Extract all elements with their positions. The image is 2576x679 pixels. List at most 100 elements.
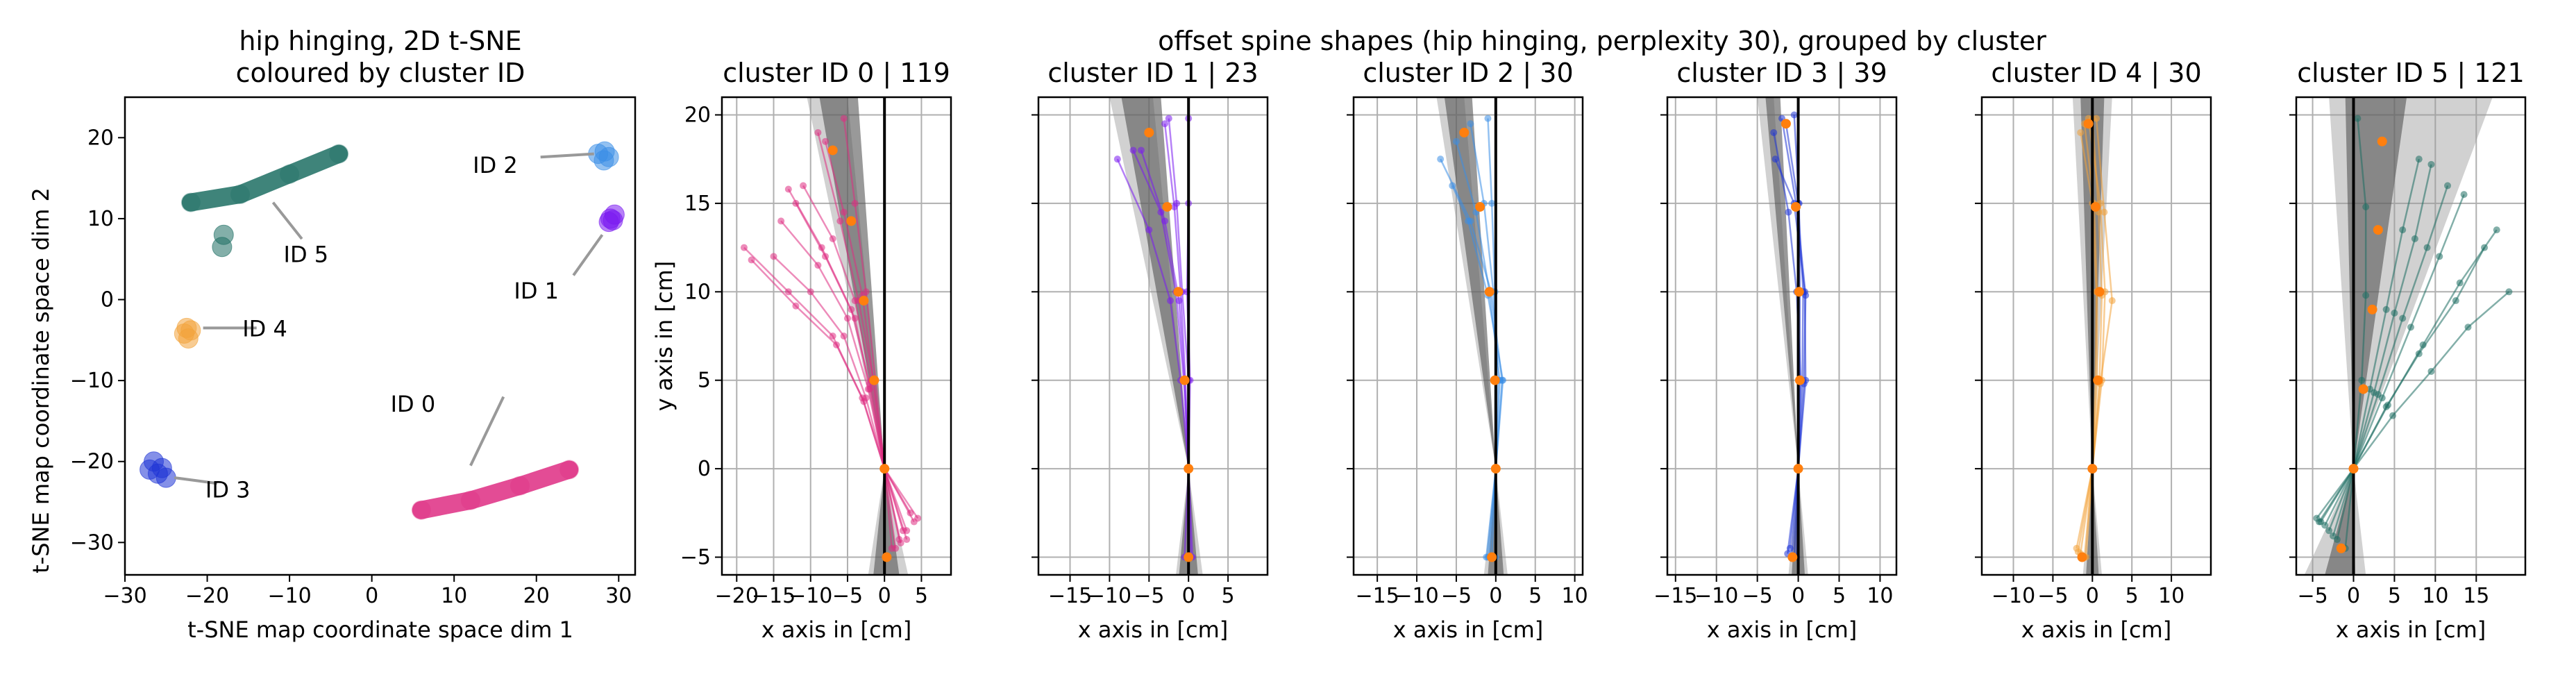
spine-vertex	[2411, 235, 2418, 242]
tsne-x-tick-label: 30	[605, 584, 632, 608]
spine-vertex	[2077, 128, 2085, 136]
tsne-annotation-leader	[271, 201, 303, 240]
spine-panel-title: cluster ID 3 | 39	[1676, 58, 1887, 89]
spine-vertex	[1467, 120, 1474, 128]
mean-spine-point	[879, 464, 890, 474]
spine-vertex	[840, 333, 848, 340]
spine-panel-title: cluster ID 5 | 121	[2297, 58, 2525, 89]
spine-vertex	[1770, 128, 1778, 136]
spine-vertex	[784, 288, 792, 296]
spine-vertex	[843, 315, 851, 322]
tsne-axes-frame	[124, 96, 637, 576]
spine-axes-frame	[721, 96, 952, 576]
spine-vertex	[2427, 160, 2435, 168]
tsne-cluster-4: ID 4	[174, 316, 287, 349]
spine-vertex	[1170, 203, 1178, 210]
mean-spine-point	[2087, 464, 2098, 474]
x-tick-label: 0	[1792, 584, 1805, 608]
mean-spine-point	[1459, 127, 1470, 137]
x-tick-label: −10	[1992, 584, 2035, 608]
mean-spine-point	[2090, 201, 2101, 212]
spine-vertex	[2423, 244, 2431, 251]
spine-panel-cluster-1: −15−10 −5 0 5 cluster ID 1 | 23 x axis in [cm…	[1032, 58, 1269, 643]
tsne-x-axis-label: t-SNE map coordinate space dim 1	[187, 617, 573, 643]
x-tick-label: −10	[1694, 584, 1738, 608]
tsne-x-tick-label: −20	[185, 584, 229, 608]
spine-vertex	[2093, 115, 2100, 122]
spine-vertex	[814, 128, 822, 136]
spine-vertex	[1449, 182, 1456, 190]
x-tick-label: 0	[1182, 584, 1195, 608]
tsne-cluster-label: ID 1	[514, 278, 559, 304]
mean-spine-point	[827, 145, 838, 156]
spine-vertex	[2108, 297, 2116, 305]
spine-vertex	[840, 115, 848, 122]
spine-vertex	[748, 256, 755, 264]
spine-vertex	[2505, 288, 2513, 296]
spread-band-inner	[2325, 97, 2407, 575]
spine-vertex	[2384, 401, 2391, 409]
tsne-cluster-label: ID 0	[391, 391, 436, 417]
tsne-title-line2: coloured by cluster ID	[236, 58, 525, 88]
x-tick-label: −5	[1134, 584, 1164, 608]
y-tick-label: 10	[684, 280, 711, 304]
mean-spine-point	[1781, 119, 1791, 129]
figure-suptitle: offset spine shapes (hip hinging, perple…	[1158, 26, 2046, 56]
x-tick-label: −15	[752, 584, 795, 608]
spine-vertex	[784, 185, 792, 193]
spine-vertex	[1785, 208, 1792, 216]
mean-spine-point	[1787, 552, 1798, 562]
spine-vertex	[1465, 217, 1472, 225]
tsne-annotation-leader	[174, 476, 218, 485]
mean-spine-point	[2094, 287, 2105, 297]
mean-spine-point	[1490, 375, 1500, 385]
tsne-point	[594, 150, 614, 171]
tsne-point	[329, 144, 349, 164]
tsne-cluster-5: ID 5	[180, 144, 349, 267]
spine-vertex	[1790, 111, 1798, 119]
spine-vertex	[2362, 203, 2370, 210]
spine-vertex	[822, 137, 830, 145]
tsne-y-tick-label: 20	[87, 126, 114, 150]
spine-vertex	[1452, 137, 1460, 145]
spine-vertex	[1137, 146, 1145, 154]
tsne-cluster-label: ID 3	[205, 477, 251, 503]
spine-x-axis-label: x axis in [cm]	[2021, 617, 2171, 643]
spine-vertex	[2464, 324, 2472, 331]
spine-vertex	[800, 182, 807, 190]
spine-trace	[2318, 229, 2498, 523]
tsne-point	[280, 164, 300, 184]
spine-vertex	[2493, 226, 2500, 234]
x-tick-label: −10	[1088, 584, 1131, 608]
spine-trace	[780, 220, 908, 531]
spine-vertex	[2427, 367, 2435, 375]
spine-x-axis-label: x axis in [cm]	[1393, 617, 1543, 643]
spine-vertex	[2399, 226, 2407, 234]
tsne-cluster-label: ID 5	[284, 241, 329, 267]
spine-vertex	[2382, 305, 2390, 313]
tsne-cluster-band	[412, 460, 579, 519]
spine-vertex	[2101, 208, 2108, 216]
x-tick-label: −5	[2297, 584, 2327, 608]
tsne-x-tick-label: −10	[267, 584, 311, 608]
tsne-y-tick-label: −10	[70, 369, 114, 393]
spine-vertex	[829, 333, 836, 340]
spine-axes-frame	[1980, 96, 2212, 576]
mean-spine-point	[1144, 127, 1154, 137]
tsne-annotation-leader	[572, 234, 604, 276]
x-tick-label: 10	[1867, 584, 1893, 608]
spine-vertex	[818, 244, 825, 251]
mean-spine-point	[1487, 552, 1497, 562]
x-tick-label: −15	[1355, 584, 1399, 608]
spine-vertex	[836, 217, 844, 225]
spine-panel-cluster-2: −15−10 −5 0 5 10 cluster ID 2 | 30 x axis in […	[1347, 58, 1588, 643]
x-tick-label: 0	[2086, 584, 2099, 608]
spine-vertex	[777, 217, 785, 225]
spine-x-axis-label: x axis in [cm]	[761, 617, 911, 643]
spine-axes-frame	[1352, 96, 1584, 576]
mean-spine-point	[1179, 375, 1190, 385]
tsne-point	[510, 476, 530, 496]
spine-vertex	[807, 288, 814, 296]
